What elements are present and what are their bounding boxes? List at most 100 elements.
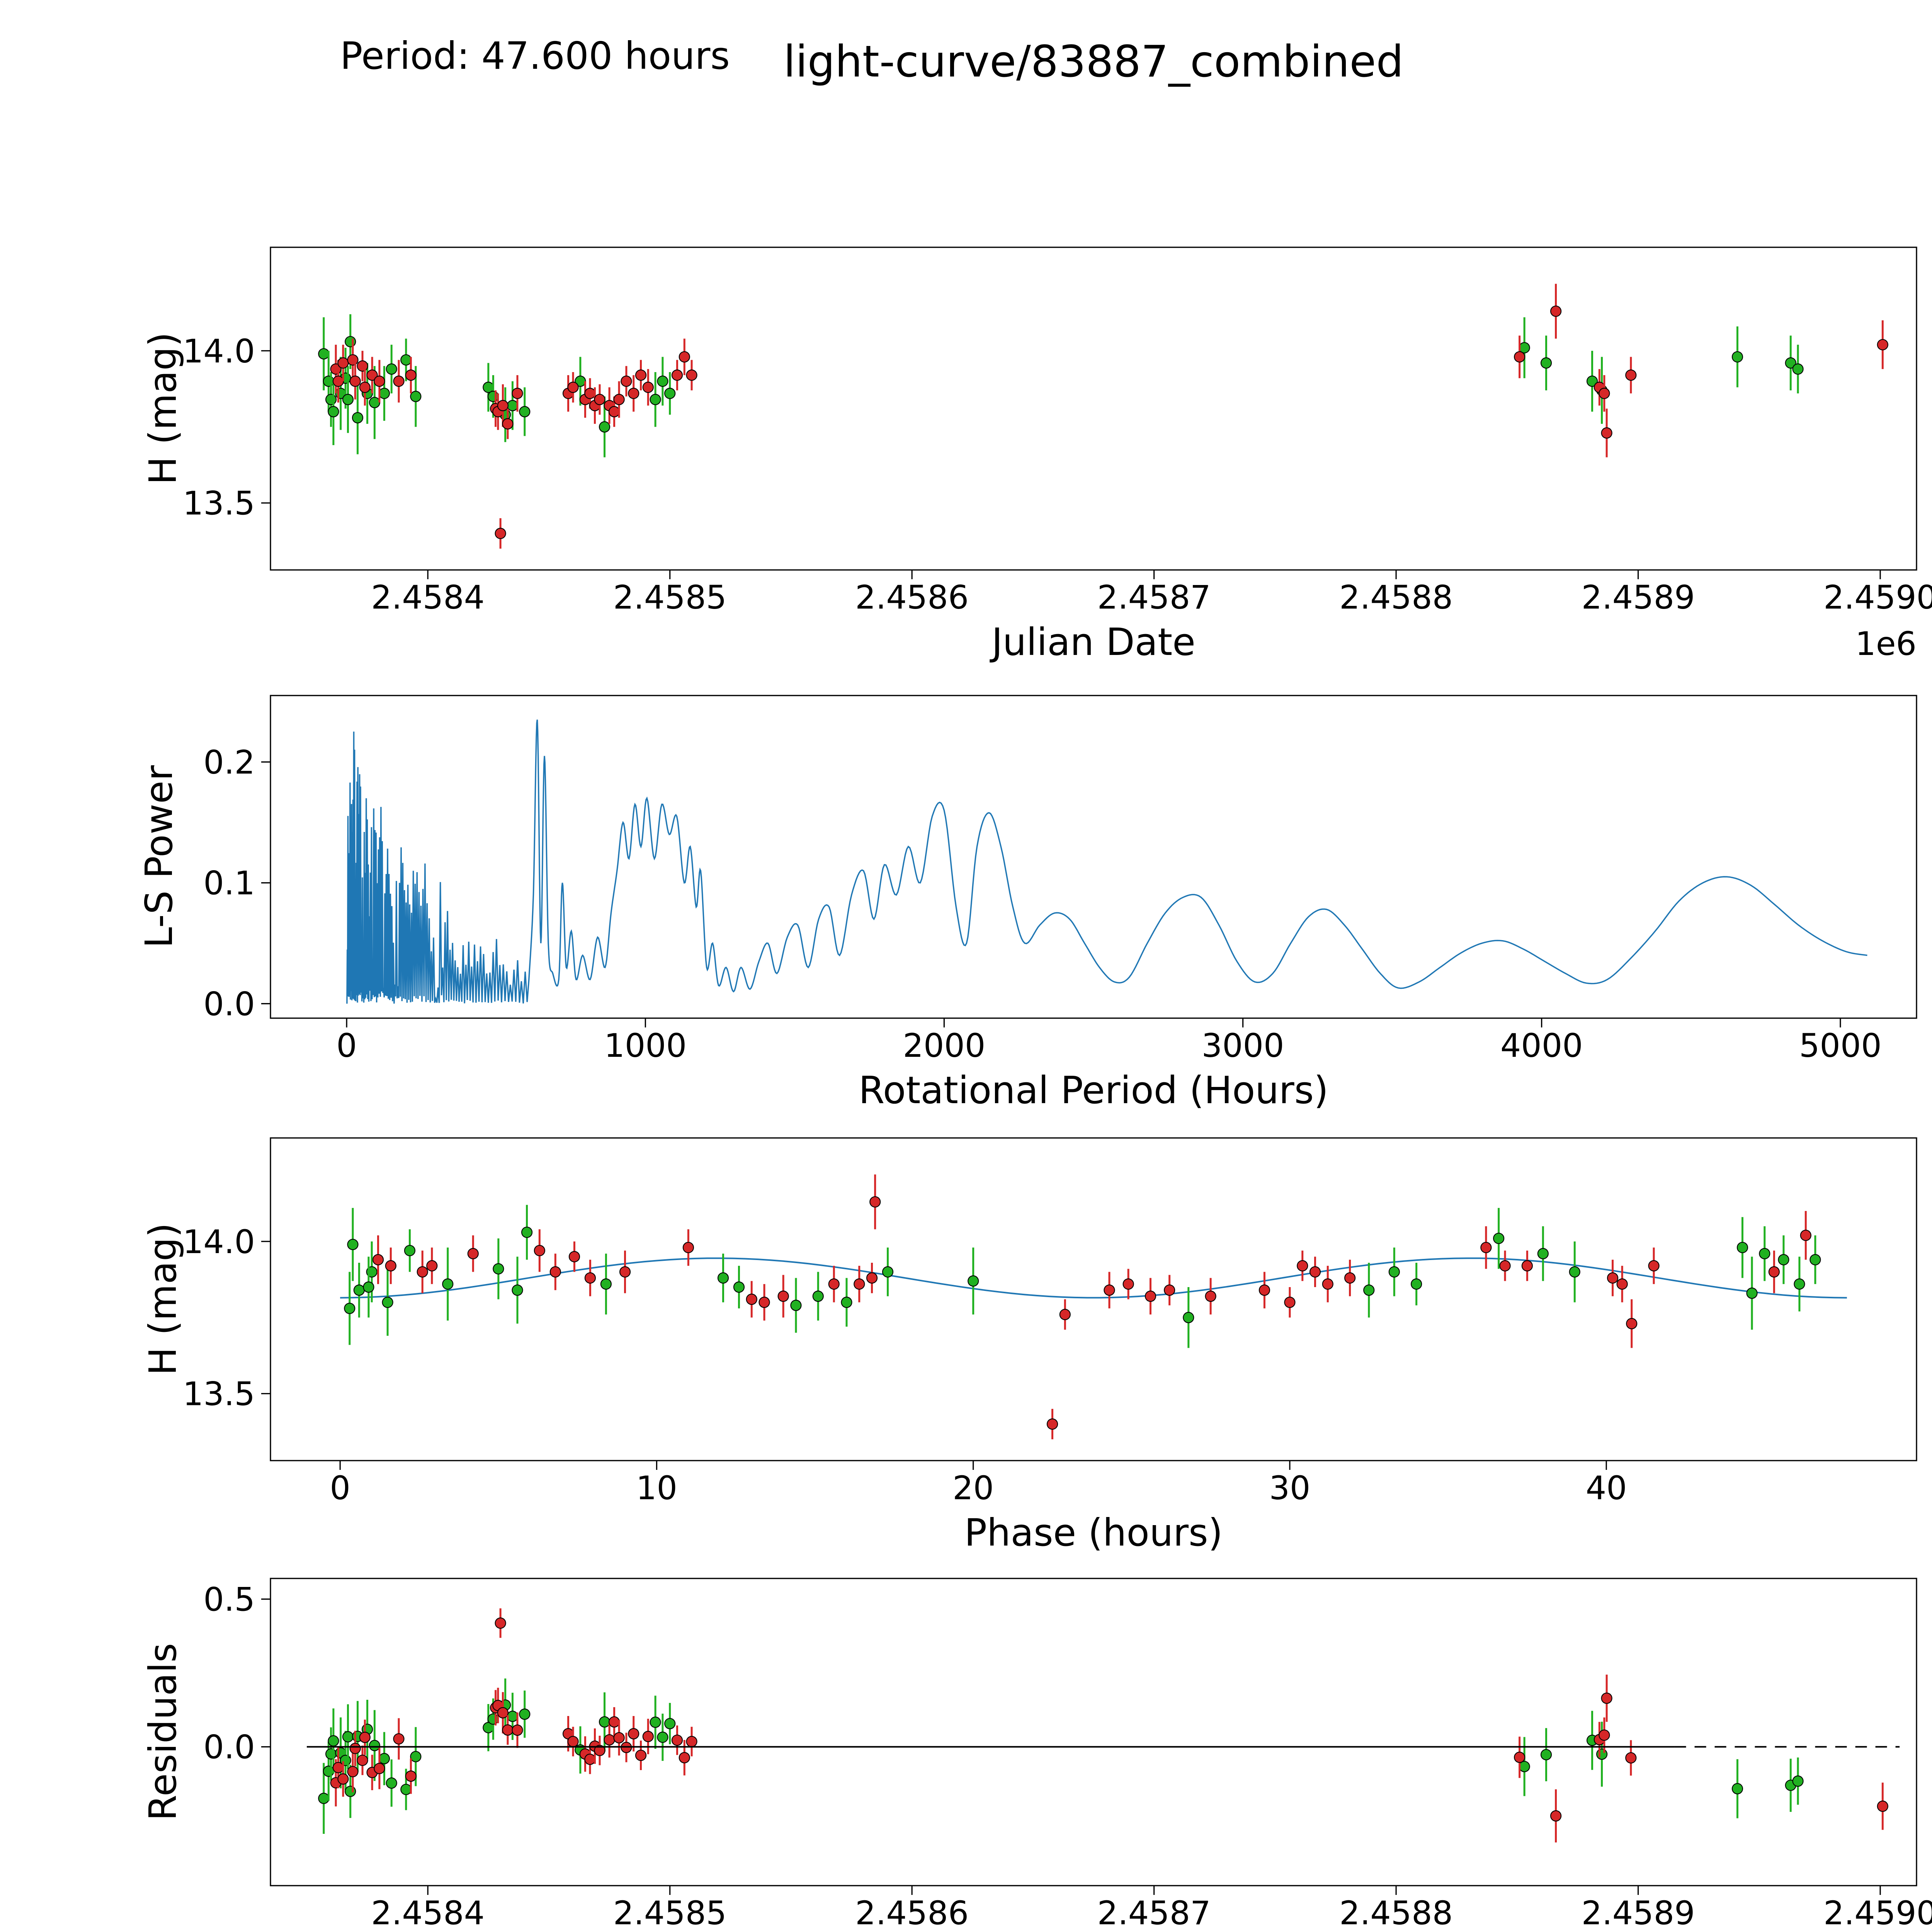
data-point <box>968 1275 979 1287</box>
data-point <box>1599 388 1610 399</box>
data-point <box>1616 1278 1628 1290</box>
jd-lightcurve-plot: 2.4584 2.4585 2.4586 2.4587 2.4588 2.4589 2.45… <box>183 247 1932 616</box>
data-point <box>594 394 605 405</box>
data-point <box>1810 1254 1821 1265</box>
x-tick-label: 2.4590 <box>1823 578 1932 616</box>
data-point <box>1625 1752 1637 1764</box>
data-point <box>600 1278 612 1290</box>
x-tick-label: 1000 <box>604 1027 687 1065</box>
data-point <box>1309 1266 1321 1278</box>
y-tick-label: 13.5 <box>183 485 255 522</box>
data-point <box>318 348 330 360</box>
data-point <box>1521 1260 1533 1272</box>
data-point <box>487 1713 499 1725</box>
data-point <box>1785 357 1796 369</box>
data-point <box>613 1732 625 1743</box>
data-point <box>363 1281 374 1293</box>
data-point <box>1164 1284 1175 1296</box>
data-point <box>1550 305 1562 317</box>
period-annotation: Period: 47.600 hours <box>340 34 730 78</box>
plot2-xlabel: Rotational Period (Hours) <box>859 1068 1328 1112</box>
data-point <box>1599 1729 1610 1741</box>
data-point <box>410 391 422 402</box>
x-tick-label: 2.4588 <box>1339 1894 1453 1932</box>
plot1-xlabel: Julian Date <box>989 620 1196 664</box>
data-point <box>1625 369 1637 381</box>
y-tick-label: 14.0 <box>183 332 255 370</box>
plot1-x-offset: 1e6 <box>1855 625 1917 663</box>
data-point <box>386 1777 397 1789</box>
data-point <box>345 1786 356 1797</box>
data-point <box>1746 1287 1758 1299</box>
y-tick-label: 0.1 <box>203 864 255 902</box>
data-point <box>369 1740 380 1752</box>
data-point <box>1046 1418 1058 1430</box>
data-point <box>332 1762 344 1774</box>
data-point <box>628 388 639 399</box>
data-point <box>359 1731 371 1743</box>
data-point <box>686 369 697 381</box>
data-point <box>841 1296 852 1308</box>
data-point <box>1183 1312 1194 1323</box>
data-point <box>353 1284 365 1296</box>
data-point <box>671 369 683 381</box>
x-tick-label: 30 <box>1269 1469 1310 1507</box>
x-tick-label: 2.4589 <box>1582 578 1695 616</box>
data-point <box>1363 1284 1375 1296</box>
data-point <box>382 1296 393 1308</box>
data-point <box>495 1617 506 1629</box>
data-point <box>497 1707 509 1719</box>
data-point <box>854 1278 865 1290</box>
plot3-ylabel: H (mag) <box>141 1223 185 1376</box>
data-point <box>682 1242 694 1253</box>
data-point <box>1537 1248 1549 1259</box>
data-point <box>1519 1761 1530 1772</box>
data-point <box>369 397 380 408</box>
data-point <box>621 376 632 387</box>
data-point <box>507 1711 519 1722</box>
data-point <box>1648 1260 1660 1272</box>
data-point <box>1540 1749 1552 1760</box>
data-point <box>1205 1291 1216 1302</box>
data-point <box>318 1793 330 1804</box>
data-point <box>657 1731 668 1743</box>
data-point <box>869 1196 881 1208</box>
data-point <box>1284 1296 1296 1308</box>
data-point <box>1550 1810 1562 1822</box>
residuals-frame <box>270 1578 1917 1886</box>
data-point <box>568 1251 580 1262</box>
y-tick-label: 0.0 <box>203 985 255 1023</box>
data-point <box>337 1773 349 1785</box>
data-point <box>393 376 405 387</box>
model-curve <box>340 1257 1847 1299</box>
x-tick-label: 20 <box>952 1469 994 1507</box>
data-point <box>613 394 625 405</box>
data-point <box>1736 1242 1748 1253</box>
data-point <box>828 1278 840 1290</box>
data-point <box>400 1784 412 1795</box>
data-point <box>426 1260 438 1272</box>
x-tick-label: 0 <box>336 1027 357 1065</box>
x-tick-label: 2.4590 <box>1823 1894 1932 1932</box>
data-point <box>635 369 647 381</box>
x-tick-label: 2.4585 <box>613 1894 727 1932</box>
data-point <box>349 1743 361 1754</box>
data-point <box>759 1296 770 1308</box>
data-point <box>1059 1309 1071 1320</box>
data-point <box>657 376 668 387</box>
data-point <box>599 1716 611 1728</box>
data-point <box>467 1248 479 1259</box>
data-point <box>442 1278 454 1290</box>
data-point <box>502 1724 514 1736</box>
y-tick-label: 0.2 <box>203 743 255 781</box>
y-tick-label: 0.0 <box>203 1728 255 1766</box>
data-point <box>628 1728 639 1740</box>
data-point <box>1259 1284 1270 1296</box>
data-point <box>357 360 368 372</box>
x-tick-label: 2.4587 <box>1097 578 1211 616</box>
data-point <box>1322 1278 1333 1290</box>
x-tick-label: 2.4584 <box>371 1894 485 1932</box>
data-point <box>372 1254 384 1265</box>
data-point <box>635 1750 647 1761</box>
data-point <box>385 1260 396 1272</box>
